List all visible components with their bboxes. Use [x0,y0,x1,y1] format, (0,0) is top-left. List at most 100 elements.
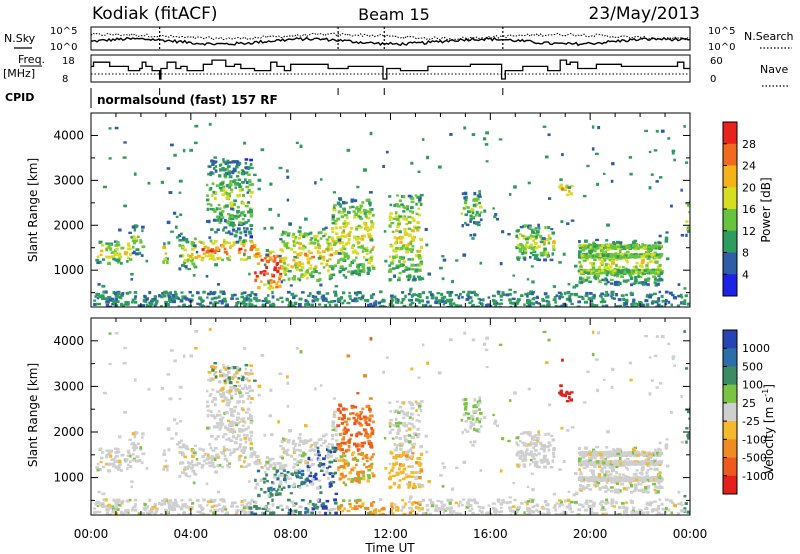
power-echo-cell [345,221,350,225]
power-echo-cell [115,241,120,244]
velocity-echo-cell [273,475,277,479]
velocity-echo-cell [323,439,327,443]
power-echo-cell [353,269,358,273]
power-echo-cell [547,234,551,238]
power-echo-cell [659,176,663,179]
power-echo-cell [601,304,605,307]
noise-tick-right-bottom: 10^0 [708,42,735,53]
power-echo-cell [326,241,329,245]
power-echo-cell [441,277,445,281]
power-echo-cell [588,292,593,295]
velocity-echo-cell [415,461,418,465]
power-echo-cell [509,305,513,307]
power-echo-cell [656,303,661,307]
velocity-echo-cell [268,458,272,462]
power-echo-cell [616,255,620,258]
power-echo-cell [217,295,221,299]
power-echo-cell [213,296,217,300]
power-echo-cell [648,150,652,154]
velocity-echo-cell [475,427,478,431]
power-echo-cell [210,228,214,231]
power-echo-cell [523,303,526,307]
power-echo-cell [133,241,136,245]
velocity-echo-cell [478,420,481,424]
power-echo-cell [133,237,137,240]
power-echo-cell [233,179,237,182]
power-echo-cell [473,290,476,294]
power-echo-cell [122,156,127,159]
nsearch-label: N.Search [744,30,794,43]
y-tick-label: 2000 [53,425,84,439]
velocity-echo-cell [367,465,371,468]
power-echo-cell [114,126,119,130]
power-echo-cell [630,271,635,275]
power-echo-cell [346,301,351,305]
velocity-echo-cell [186,466,190,469]
velocity-echo-cell [187,475,192,478]
power-echo-cell [191,257,195,261]
velocity-echo-cell [228,389,233,393]
power-echo-cell [367,257,371,261]
velocity-echo-cell [348,471,352,475]
power-echo-cell [657,271,660,274]
power-echo-cell [316,239,320,243]
power-echo-cell [594,244,599,248]
power-echo-cell [296,253,300,256]
velocity-echo-cell [236,381,240,384]
velocity-echo-cell [529,432,532,437]
velocity-echo-cell [343,426,347,430]
velocity-echo-cell [552,455,556,458]
power-echo-cell [596,274,601,277]
power-echo-cell [291,277,296,280]
power-echo-cell [402,263,405,267]
power-echo-cell [249,195,252,198]
power-echo-cell [238,239,242,242]
velocity-echo-cell [603,473,607,477]
velocity-echo-cell [255,482,259,485]
power-echo-cell [244,302,248,306]
velocity-echo-cell [281,456,284,460]
velocity-echo-cell [206,426,210,430]
power-echo-cell [276,269,280,273]
power-echo-cell [365,252,369,256]
velocity-echo-cell [273,464,277,468]
velocity-echo-cell [403,438,408,442]
power-echo-cell [126,256,130,259]
power-echo-cell [550,228,554,231]
power-echo-cell [599,246,603,250]
velocity-echo-cell [98,468,102,472]
power-echo-cell [485,131,489,135]
velocity-echo-cell [585,465,589,468]
velocity-echo-cell [222,363,225,367]
velocity-echo-cell [582,466,587,470]
power-echo-cell [440,292,444,296]
power-echo-cell [412,238,416,242]
power-echo-cell [606,280,610,284]
power-echo-cell [533,241,538,245]
power-echo-cell [577,295,582,298]
power-echo-cell [629,243,633,248]
power-echo-cell [130,278,133,281]
power-echo-cell [623,255,626,259]
power-echo-cell [182,148,186,153]
power-echo-cell [629,274,632,277]
power-echo-cell [212,303,216,307]
power-echo-cell [591,255,595,258]
velocity-echo-cell [210,461,215,465]
velocity-echo-cell [225,402,230,406]
power-echo-cell [610,296,614,300]
velocity-echo-cell [400,401,405,405]
power-echo-cell [586,164,590,168]
power-echo-cell [672,296,677,300]
velocity-echo-cell [389,418,393,422]
velocity-echo-cell [297,485,301,488]
power-echo-cell [230,207,235,211]
power-echo-cell [104,297,109,301]
power-echo-cell [260,258,263,261]
power-echo-cell [353,235,357,239]
power-echo-cell [346,256,350,260]
power-echo-cell [141,225,145,229]
nsky-series-line [90,36,691,47]
power-echo-cell [205,183,209,187]
power-echo-cell [283,270,287,274]
